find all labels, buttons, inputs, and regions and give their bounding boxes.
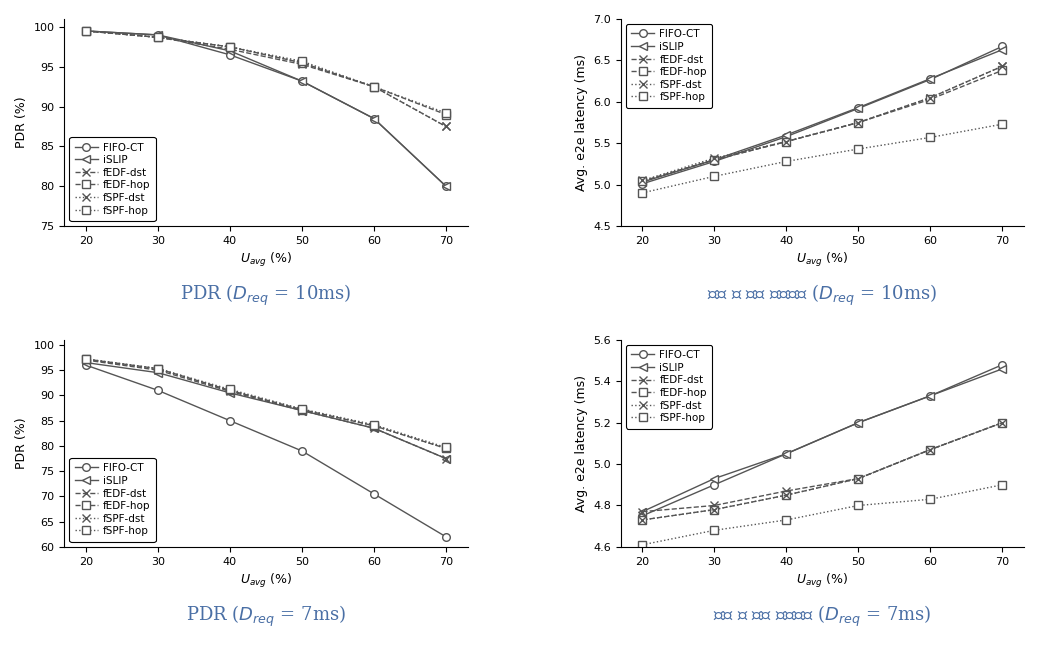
Text: 종단 간 평균 지연시간 ($D_{req}$ = 10ms): 종단 간 평균 지연시간 ($D_{req}$ = 10ms)	[708, 283, 937, 308]
Legend: FIFO-CT, iSLIP, fEDF-dst, fEDF-hop, fSPF-dst, fSPF-hop: FIFO-CT, iSLIP, fEDF-dst, fEDF-hop, fSPF…	[625, 345, 712, 428]
Y-axis label: PDR (%): PDR (%)	[15, 418, 28, 469]
Legend: FIFO-CT, iSLIP, fEDF-dst, fEDF-hop, fSPF-dst, fSPF-hop: FIFO-CT, iSLIP, fEDF-dst, fEDF-hop, fSPF…	[625, 24, 712, 108]
Legend: FIFO-CT, iSLIP, fEDF-dst, fEDF-hop, fSPF-dst, fSPF-hop: FIFO-CT, iSLIP, fEDF-dst, fEDF-hop, fSPF…	[70, 138, 156, 221]
X-axis label: $U_{avg}$ (%): $U_{avg}$ (%)	[796, 572, 849, 590]
X-axis label: $U_{avg}$ (%): $U_{avg}$ (%)	[240, 251, 292, 269]
Legend: FIFO-CT, iSLIP, fEDF-dst, fEDF-hop, fSPF-dst, fSPF-hop: FIFO-CT, iSLIP, fEDF-dst, fEDF-hop, fSPF…	[70, 458, 156, 542]
X-axis label: $U_{avg}$ (%): $U_{avg}$ (%)	[240, 572, 292, 590]
Text: PDR ($D_{req}$ = 10ms): PDR ($D_{req}$ = 10ms)	[180, 283, 351, 308]
Text: 종단 간 평균 지연시간 ($D_{req}$ = 7ms): 종단 간 평균 지연시간 ($D_{req}$ = 7ms)	[713, 603, 932, 628]
Y-axis label: Avg. e2e latency (ms): Avg. e2e latency (ms)	[575, 54, 588, 191]
X-axis label: $U_{avg}$ (%): $U_{avg}$ (%)	[796, 251, 849, 269]
Y-axis label: Avg. e2e latency (ms): Avg. e2e latency (ms)	[575, 375, 588, 512]
Text: PDR ($D_{req}$ = 7ms): PDR ($D_{req}$ = 7ms)	[186, 603, 346, 628]
Y-axis label: PDR (%): PDR (%)	[15, 96, 28, 148]
